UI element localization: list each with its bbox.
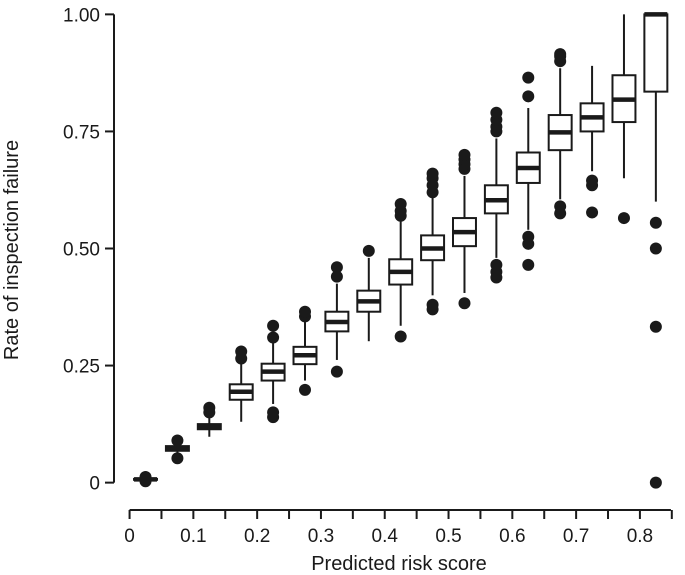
box <box>324 261 350 378</box>
outlier-point <box>426 298 439 311</box>
x-tick-label: 0.4 <box>372 526 399 547</box>
box <box>643 12 669 489</box>
outlier-point <box>394 198 407 211</box>
y-tick-label: 0.50 <box>63 240 100 261</box>
axes: 0 0.25 0.50 0.75 1.00 0 0.1 0.2 0.3 0.4 0.5 0.6 0.7 0… <box>63 5 673 547</box>
outlier-point <box>299 305 311 318</box>
box <box>260 319 286 424</box>
box <box>292 305 318 396</box>
box <box>356 244 382 342</box>
x-tick-label: 0.7 <box>563 526 589 547</box>
outlier-point <box>330 261 343 274</box>
y-tick-label: 0.75 <box>63 122 100 143</box>
y-tick-label: 0.25 <box>63 357 100 378</box>
box <box>611 14 637 225</box>
outlier-point <box>267 406 280 419</box>
box <box>164 434 190 465</box>
x-axis-title: Predicted risk score <box>311 553 487 575</box>
outlier-point <box>490 258 503 271</box>
outlier-point <box>330 365 343 378</box>
box <box>228 345 254 422</box>
outlier-point <box>649 476 662 489</box>
box <box>515 71 541 271</box>
outlier-point <box>171 434 184 447</box>
box <box>420 167 446 316</box>
x-tick-label: 0.2 <box>244 526 270 547</box>
outlier-point <box>554 48 567 61</box>
box <box>133 471 159 488</box>
outlier-point <box>267 331 280 344</box>
plot-area <box>133 12 669 489</box>
outlier-point <box>139 471 152 484</box>
outlier-point <box>458 148 471 161</box>
outlier-point <box>235 345 248 358</box>
outlier-point <box>522 90 535 103</box>
y-tick-label: 1.00 <box>63 5 100 26</box>
outlier-point <box>394 330 407 343</box>
outlier-point <box>362 244 375 257</box>
box <box>196 401 222 437</box>
box <box>452 148 477 310</box>
outlier-point <box>522 230 535 243</box>
outlier-point <box>299 383 311 396</box>
x-tick-label: 0.8 <box>627 526 653 547</box>
x-tick-label: 0.5 <box>435 526 461 547</box>
outlier-point <box>203 401 216 414</box>
box-body <box>643 13 669 93</box>
outlier-point <box>267 319 280 332</box>
outlier-point <box>649 320 662 333</box>
x-tick-label: 0 <box>124 526 135 547</box>
x-tick-label: 0.3 <box>308 526 334 547</box>
y-tick-label: 0 <box>89 474 100 495</box>
outlier-point <box>426 167 439 180</box>
outlier-point <box>586 206 599 219</box>
outlier-point <box>649 242 662 255</box>
box <box>388 198 414 343</box>
outlier-point <box>649 216 662 229</box>
outlier-point <box>171 452 184 465</box>
box <box>579 65 605 219</box>
x-tick-label: 0.1 <box>180 526 206 547</box>
outlier-point <box>617 212 630 225</box>
outlier-point <box>458 297 471 310</box>
outlier-point <box>586 174 599 187</box>
outlier-point <box>490 106 503 119</box>
y-axis-title: Rate of inspection failure <box>1 140 23 360</box>
box <box>547 48 573 220</box>
outlier-point <box>522 258 535 271</box>
x-tick-label: 0.6 <box>499 526 525 547</box>
outlier-point <box>554 200 567 213</box>
box <box>483 106 509 284</box>
outlier-point <box>330 270 343 283</box>
outlier-point <box>522 71 535 84</box>
